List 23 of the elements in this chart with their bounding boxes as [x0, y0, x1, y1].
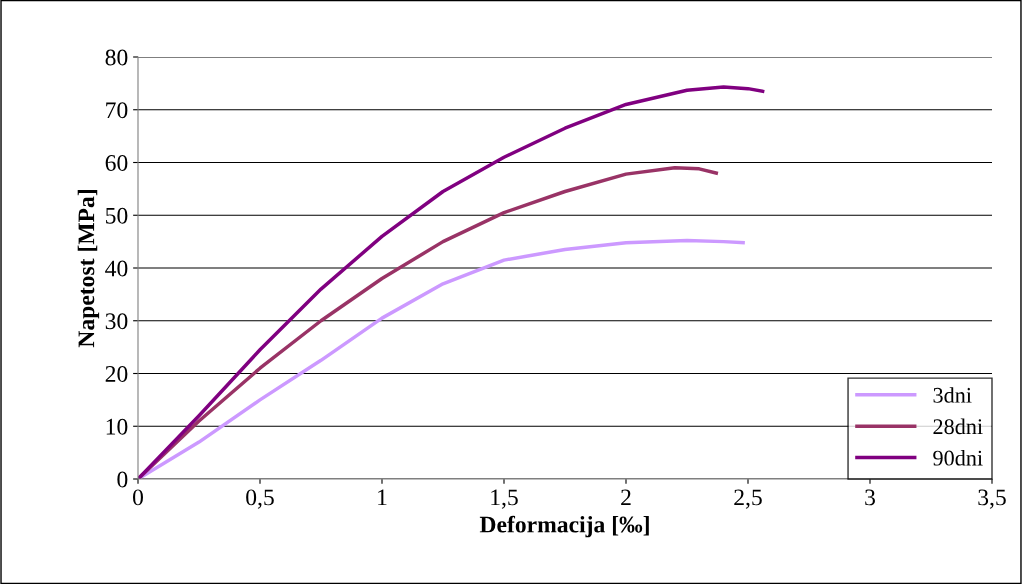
x-tick-label: 0,5 [246, 489, 274, 509]
y-tick-label: 20 [105, 365, 128, 382]
line-series [138, 85, 765, 479]
legend-label: 28dni [933, 418, 983, 435]
x-tick-label: 3,5 [978, 489, 1006, 509]
x-tick-label: 2 [621, 489, 631, 506]
y-tick-label: 50 [106, 207, 128, 224]
x-tick-label: 0 [133, 489, 143, 506]
y-axis-title: Napetost [MPa] [77, 190, 100, 348]
legend-label: 3dni [933, 387, 972, 403]
x-tick-label: 2,5 [734, 489, 762, 509]
y-tick-label: 80 [105, 49, 128, 66]
x-tick-label: 1,5 [491, 489, 518, 509]
y-tick-label: 10 [106, 418, 128, 435]
x-tick-label: 3 [865, 489, 875, 506]
x-tick-label: 1 [378, 489, 387, 506]
y-tick-label: 40 [105, 260, 128, 277]
legend-label: 90dni [933, 449, 983, 466]
y-tick-label: 30 [105, 313, 128, 330]
y-tick-label: 0 [117, 471, 128, 488]
y-tick-label: 60 [105, 154, 128, 171]
y-tick-label: 70 [106, 102, 128, 119]
x-axis-title: Deformacija [‰] [479, 515, 649, 538]
